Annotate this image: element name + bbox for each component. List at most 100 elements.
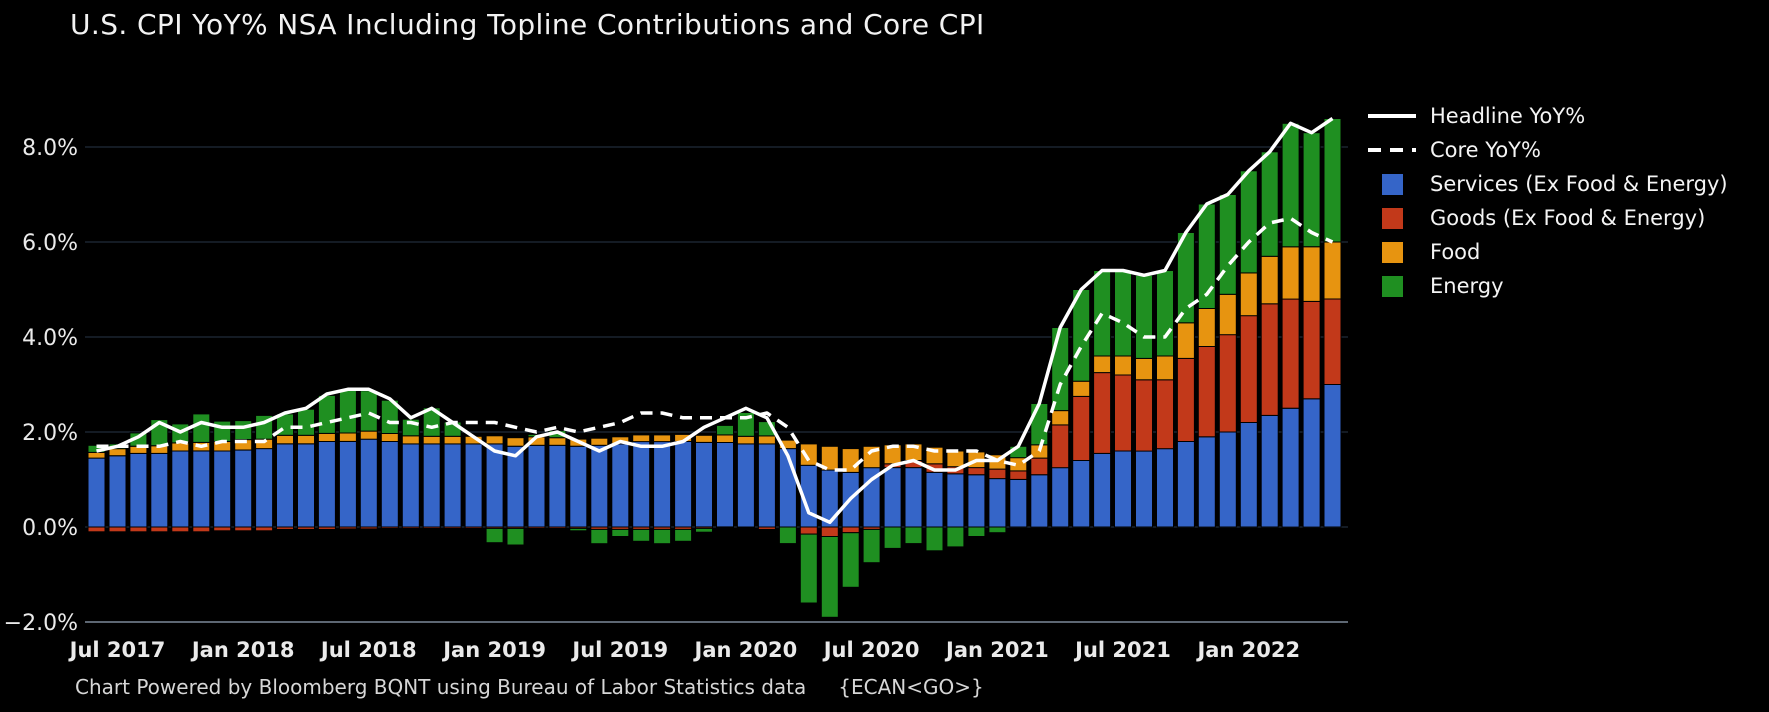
legend-item-food: Food: [1368, 235, 1728, 269]
bar-segment: [297, 408, 315, 436]
bar-segment: [1260, 151, 1279, 257]
bar-segment: [297, 443, 315, 528]
bar-segment: [1239, 422, 1258, 528]
bar-segment: [359, 430, 378, 440]
bar-segment: [1114, 450, 1132, 528]
bar-segment: [778, 526, 797, 545]
legend-label: Goods (Ex Food & Energy): [1430, 206, 1706, 230]
legend-item-energy: Energy: [1368, 269, 1728, 303]
bar-segment: [1218, 293, 1237, 336]
x-tick-label: Jan 2019: [441, 638, 546, 662]
bar-segment: [401, 443, 420, 528]
bar-segment: [297, 526, 315, 530]
legend-item-core: Core YoY%: [1368, 133, 1728, 167]
x-tick-label: Jan 2021: [944, 638, 1049, 662]
bar-segment: [192, 450, 211, 528]
bar-segment: [1218, 334, 1237, 433]
core-dashed-line-swatch-icon: [1368, 148, 1416, 152]
bar-segment: [757, 526, 776, 530]
x-tick-label: Jul 2018: [319, 638, 417, 662]
bar-segment: [192, 526, 211, 533]
bar-segment: [1051, 410, 1070, 426]
bar-segment: [129, 452, 148, 528]
bar-segment: [401, 435, 420, 445]
bar-segment: [548, 437, 567, 446]
bar-segment: [925, 471, 944, 528]
bar-segment: [716, 441, 734, 528]
bar-segment: [401, 526, 420, 529]
bar-segment: [1009, 470, 1028, 480]
bar-segment: [485, 443, 504, 528]
bar-segment: [87, 451, 106, 459]
bar-segment: [904, 526, 923, 545]
energy-color-swatch-icon: [1368, 275, 1416, 297]
bar-segment: [1093, 372, 1112, 454]
x-tick-label: Jul 2021: [1073, 638, 1171, 662]
bar-segment: [1302, 398, 1321, 528]
bar-segment: [1281, 246, 1300, 300]
bar-segment: [736, 526, 755, 529]
bar-segment: [736, 443, 755, 528]
chart-legend: Headline YoY% Core YoY% Services (Ex Foo…: [1368, 99, 1728, 303]
bar-segment: [1135, 357, 1153, 381]
bar-segment: [569, 445, 588, 528]
services-color-swatch-icon: [1368, 173, 1416, 195]
bar-segment: [1260, 303, 1279, 416]
legend-item-goods: Goods (Ex Food & Energy): [1368, 201, 1728, 235]
bar-segment: [1323, 118, 1342, 243]
bar-segment: [464, 526, 483, 529]
bar-segment: [799, 526, 818, 535]
bar-segment: [1072, 460, 1091, 528]
bar-segment: [695, 527, 713, 533]
bar-segment: [1239, 272, 1258, 317]
y-tick-label: 2.0%: [22, 421, 78, 446]
bar-segment: [338, 432, 357, 442]
legend-label: Core YoY%: [1430, 138, 1541, 162]
bar-segment: [1030, 403, 1049, 446]
bar-segment: [1302, 246, 1321, 302]
bar-segment: [506, 527, 525, 546]
bar-segment: [485, 435, 504, 445]
bar-segment: [1009, 479, 1028, 528]
bar-segment: [967, 526, 986, 537]
bar-segment: [590, 528, 609, 545]
bar-segment: [1260, 255, 1279, 305]
x-tick-label: Jan 2020: [693, 638, 798, 662]
bar-segment: [422, 443, 441, 528]
bar-segment: [527, 444, 546, 528]
x-tick-label: Jul 2019: [570, 638, 668, 662]
bar-segment: [1218, 194, 1237, 295]
bar-segment: [359, 438, 378, 528]
bar-segment: [1156, 379, 1174, 450]
bar-segment: [988, 526, 1007, 534]
bar-segment: [338, 441, 357, 528]
bar-segment: [1156, 355, 1174, 381]
bar-segment: [1281, 298, 1300, 409]
bar-segment: [820, 526, 839, 537]
chart-title: U.S. CPI YoY% NSA Including Topline Cont…: [70, 8, 985, 41]
bar-segment: [548, 444, 567, 528]
bar-segment: [317, 526, 336, 530]
bar-segment: [1176, 322, 1195, 359]
bar-segment: [967, 474, 986, 528]
core-line: [96, 216, 1334, 472]
bar-segment: [1302, 132, 1321, 248]
y-tick-label: 8.0%: [22, 136, 78, 161]
headline-line: [96, 117, 1334, 525]
bar-segment: [778, 439, 797, 450]
bar-segment: [87, 457, 106, 528]
terminal-command: {ECAN<GO>}: [838, 675, 984, 699]
bar-segment: [548, 526, 567, 529]
bar-segment: [1281, 407, 1300, 528]
bar-segment: [150, 526, 169, 533]
chart-source-note: Chart Powered by Bloomberg BQNT using Bu…: [75, 675, 984, 699]
bar-segment: [380, 432, 399, 442]
bar-segment: [150, 452, 169, 528]
bar-segment: [632, 441, 651, 528]
bar-segment: [632, 528, 651, 542]
bar-segment: [108, 526, 127, 533]
bar-segment: [988, 468, 1007, 480]
source-text: Chart Powered by Bloomberg BQNT using Bu…: [75, 675, 807, 699]
bar-segment: [1176, 357, 1195, 442]
bar-segment: [946, 473, 965, 528]
